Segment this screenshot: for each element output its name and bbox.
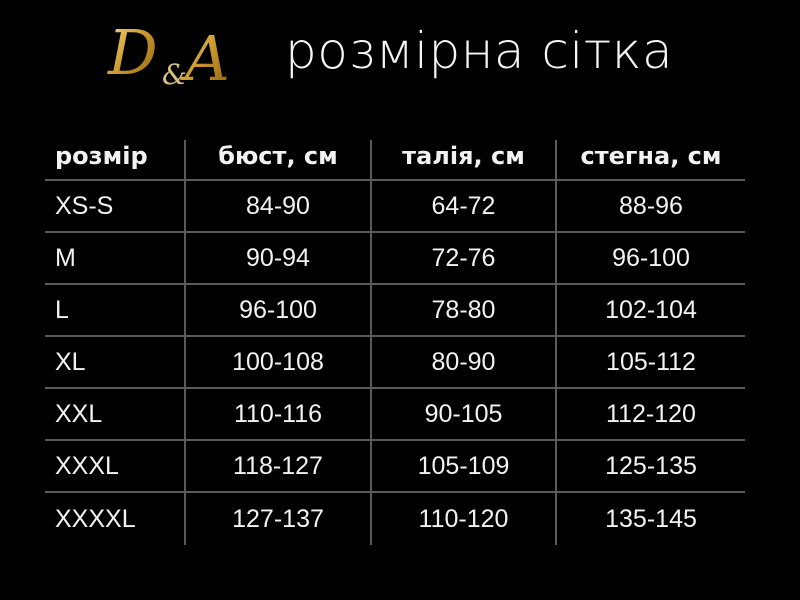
- table-row: XXXL 118-127 105-109 125-135: [45, 441, 745, 493]
- size-table: розмір бюст, см талія, см стегна, см XS-…: [45, 140, 745, 545]
- cell-bust: 84-90: [186, 181, 372, 231]
- cell-waist: 105-109: [372, 441, 557, 491]
- brand-logo: D & A: [100, 14, 265, 95]
- svg-text:D: D: [107, 16, 158, 89]
- table-row: XL 100-108 80-90 105-112: [45, 337, 745, 389]
- cell-size: M: [45, 233, 186, 283]
- cell-bust: 90-94: [186, 233, 372, 283]
- cell-waist: 110-120: [372, 493, 557, 545]
- cell-bust: 118-127: [186, 441, 372, 491]
- cell-hips: 125-135: [605, 451, 697, 480]
- cell-size: XL: [45, 337, 186, 387]
- table-row: M 90-94 72-76 96-100: [45, 233, 745, 285]
- cell-hips: 96-100: [612, 243, 690, 272]
- cell-size: XS-S: [45, 181, 186, 231]
- page-title: розмірна сітка: [285, 22, 674, 80]
- cell-bust: 100-108: [186, 337, 372, 387]
- svg-text:&: &: [162, 58, 187, 91]
- table-row: XS-S 84-90 64-72 88-96: [45, 181, 745, 233]
- cell-bust: 96-100: [186, 285, 372, 335]
- cell-size: XXL: [45, 389, 186, 439]
- cell-bust: 127-137: [186, 493, 372, 545]
- column-header-size: розмір: [45, 140, 186, 179]
- cell-waist: 78-80: [372, 285, 557, 335]
- cell-hips: 102-104: [605, 295, 697, 324]
- cell-hips: 112-120: [606, 399, 696, 428]
- table-row: XXL 110-116 90-105 112-120: [45, 389, 745, 441]
- column-header-hips: стегна, см: [580, 142, 722, 170]
- cell-waist: 72-76: [372, 233, 557, 283]
- cell-size: XXXL: [45, 441, 186, 491]
- svg-text:A: A: [180, 22, 230, 94]
- column-header-waist: талія, см: [372, 140, 557, 179]
- cell-waist: 80-90: [372, 337, 557, 387]
- cell-size: L: [45, 285, 186, 335]
- table-row: XXXXL 127-137 110-120 135-145: [45, 493, 745, 545]
- cell-size: XXXXL: [45, 493, 186, 545]
- column-header-bust: бюст, см: [186, 140, 372, 179]
- cell-waist: 90-105: [372, 389, 557, 439]
- cell-bust: 110-116: [186, 389, 372, 439]
- cell-waist: 64-72: [372, 181, 557, 231]
- cell-hips: 135-145: [605, 504, 697, 533]
- cell-hips: 105-112: [606, 347, 696, 376]
- cell-hips: 88-96: [619, 191, 683, 220]
- table-header-row: розмір бюст, см талія, см стегна, см: [45, 140, 745, 181]
- table-row: L 96-100 78-80 102-104: [45, 285, 745, 337]
